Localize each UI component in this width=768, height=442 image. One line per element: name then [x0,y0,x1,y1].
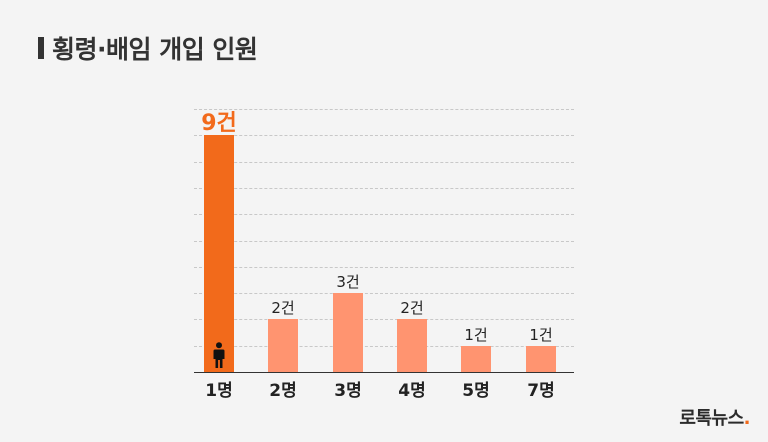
x-axis-category-label: 7명 [527,381,555,401]
bar-chart-plot-area: 9건 1명 2건 2명 3건 3명 2건 4명 1건 5명 1건 7명 [194,100,574,401]
bar-1 [204,135,234,372]
gridline [194,319,574,321]
brand-name: 로톡뉴스 [679,408,744,429]
x-axis-category-label: 5명 [462,381,490,401]
bar-5 [461,345,491,372]
bar-6 [526,345,556,372]
chart-title: 횡령·배임 개입 인원 [52,35,258,64]
person-icon [213,342,225,368]
gridline [194,345,574,347]
x-axis-category-label: 3명 [334,381,362,401]
bar-value-label: 9건 [201,111,237,137]
chart-title-group: 횡령·배임 개입 인원 [38,30,258,66]
gridline [194,135,574,137]
bar-value-label: 2건 [400,299,424,318]
gridline [194,293,574,295]
gridline [194,266,574,268]
brand-logo: 로톡뉴스. [679,404,750,430]
x-axis-category-label: 4명 [398,381,426,401]
x-axis-category-label: 2명 [269,381,297,401]
gridline [194,188,574,190]
bar-value-label: 1건 [464,325,488,344]
gridline [194,240,574,242]
x-axis-category-label: 1명 [205,381,233,401]
gridline [194,214,574,216]
gridline [194,161,574,163]
bar-3 [333,293,363,372]
gridline [194,109,574,111]
bar-2 [268,319,298,372]
title-accent-bar [38,37,44,59]
x-axis-line [194,372,574,373]
bar-value-label: 2건 [271,299,295,318]
bar-value-label: 1건 [529,325,553,344]
bar-value-label: 3건 [336,273,360,292]
bar-4 [397,319,427,372]
brand-dot: . [743,408,751,429]
